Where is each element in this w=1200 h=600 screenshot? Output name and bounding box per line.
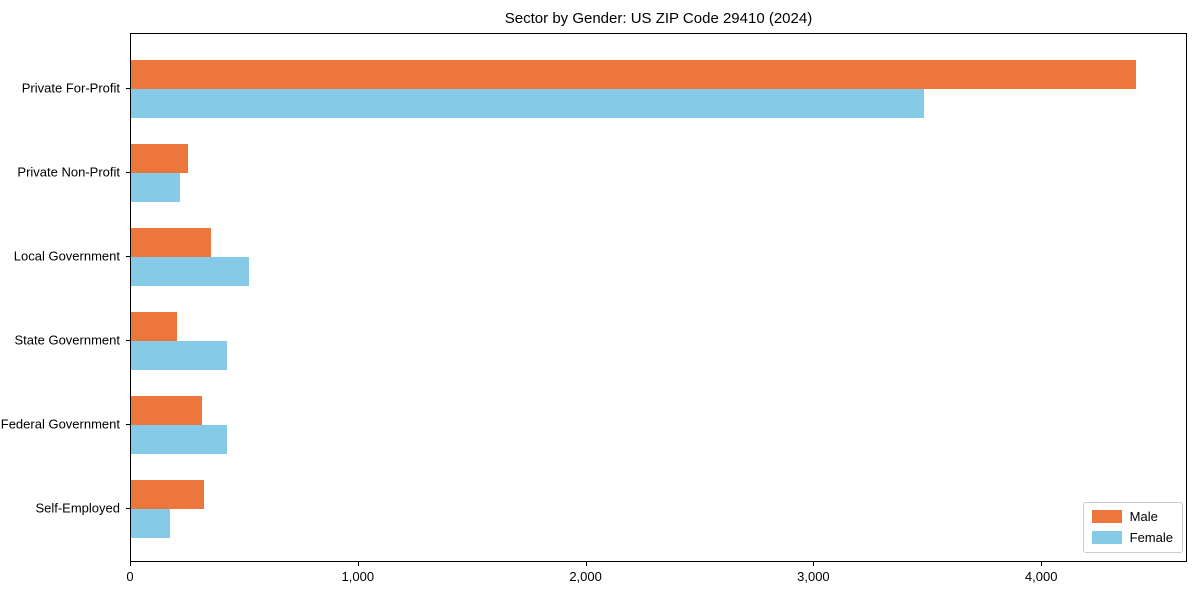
bar-male-0 [131, 60, 1136, 89]
bar-female-0 [131, 89, 924, 118]
bar-female-5 [131, 509, 170, 538]
bar-male-4 [131, 396, 202, 425]
x-tick-mark [585, 562, 587, 566]
y-tick-mark [126, 172, 130, 173]
y-tick-label: Federal Government [0, 416, 120, 432]
y-tick-label: Local Government [13, 248, 120, 264]
x-tick-label: 0 [126, 569, 134, 584]
x-tick-mark [1041, 562, 1043, 566]
x-tick-label: 1,000 [341, 569, 375, 584]
y-tick-label: Private For-Profit [21, 80, 120, 96]
male-series-swatch [1091, 510, 1122, 523]
bar-female-3 [131, 341, 227, 370]
legend-item-male: Male [1091, 509, 1173, 524]
x-tick-label: 2,000 [569, 569, 602, 584]
bar-male-2 [131, 228, 211, 257]
x-tick-label: 4,000 [1024, 569, 1058, 584]
x-tick-label: 3,000 [797, 569, 830, 584]
legend: Male Female [1082, 502, 1183, 553]
y-tick-mark [126, 424, 130, 425]
chart-title: Sector by Gender: US ZIP Code 29410 (202… [504, 10, 813, 27]
bar-male-5 [131, 480, 204, 509]
legend-item-female: Female [1091, 530, 1173, 545]
y-tick-mark [126, 508, 130, 509]
y-tick-mark [126, 88, 130, 89]
y-axis: Private For-Profit Private Non-Profit Loca… [0, 33, 130, 562]
y-tick-mark [126, 256, 130, 257]
x-tick-mark [357, 562, 359, 566]
plot-area [130, 33, 1187, 562]
bar-female-1 [131, 173, 180, 202]
y-tick-mark [126, 340, 130, 341]
bar-male-3 [131, 312, 177, 341]
bar-female-2 [131, 257, 250, 286]
legend-label-female: Female [1129, 530, 1173, 545]
x-tick-mark [813, 562, 815, 566]
x-tick-mark [130, 562, 131, 566]
bar-female-4 [131, 425, 227, 454]
y-tick-label: Private Non-Profit [17, 164, 120, 180]
y-tick-label: State Government [14, 332, 121, 348]
female-series-swatch [1091, 531, 1122, 544]
bar-male-1 [131, 144, 188, 173]
legend-label-male: Male [1129, 509, 1158, 524]
y-tick-label: Self-Employed [35, 500, 120, 516]
